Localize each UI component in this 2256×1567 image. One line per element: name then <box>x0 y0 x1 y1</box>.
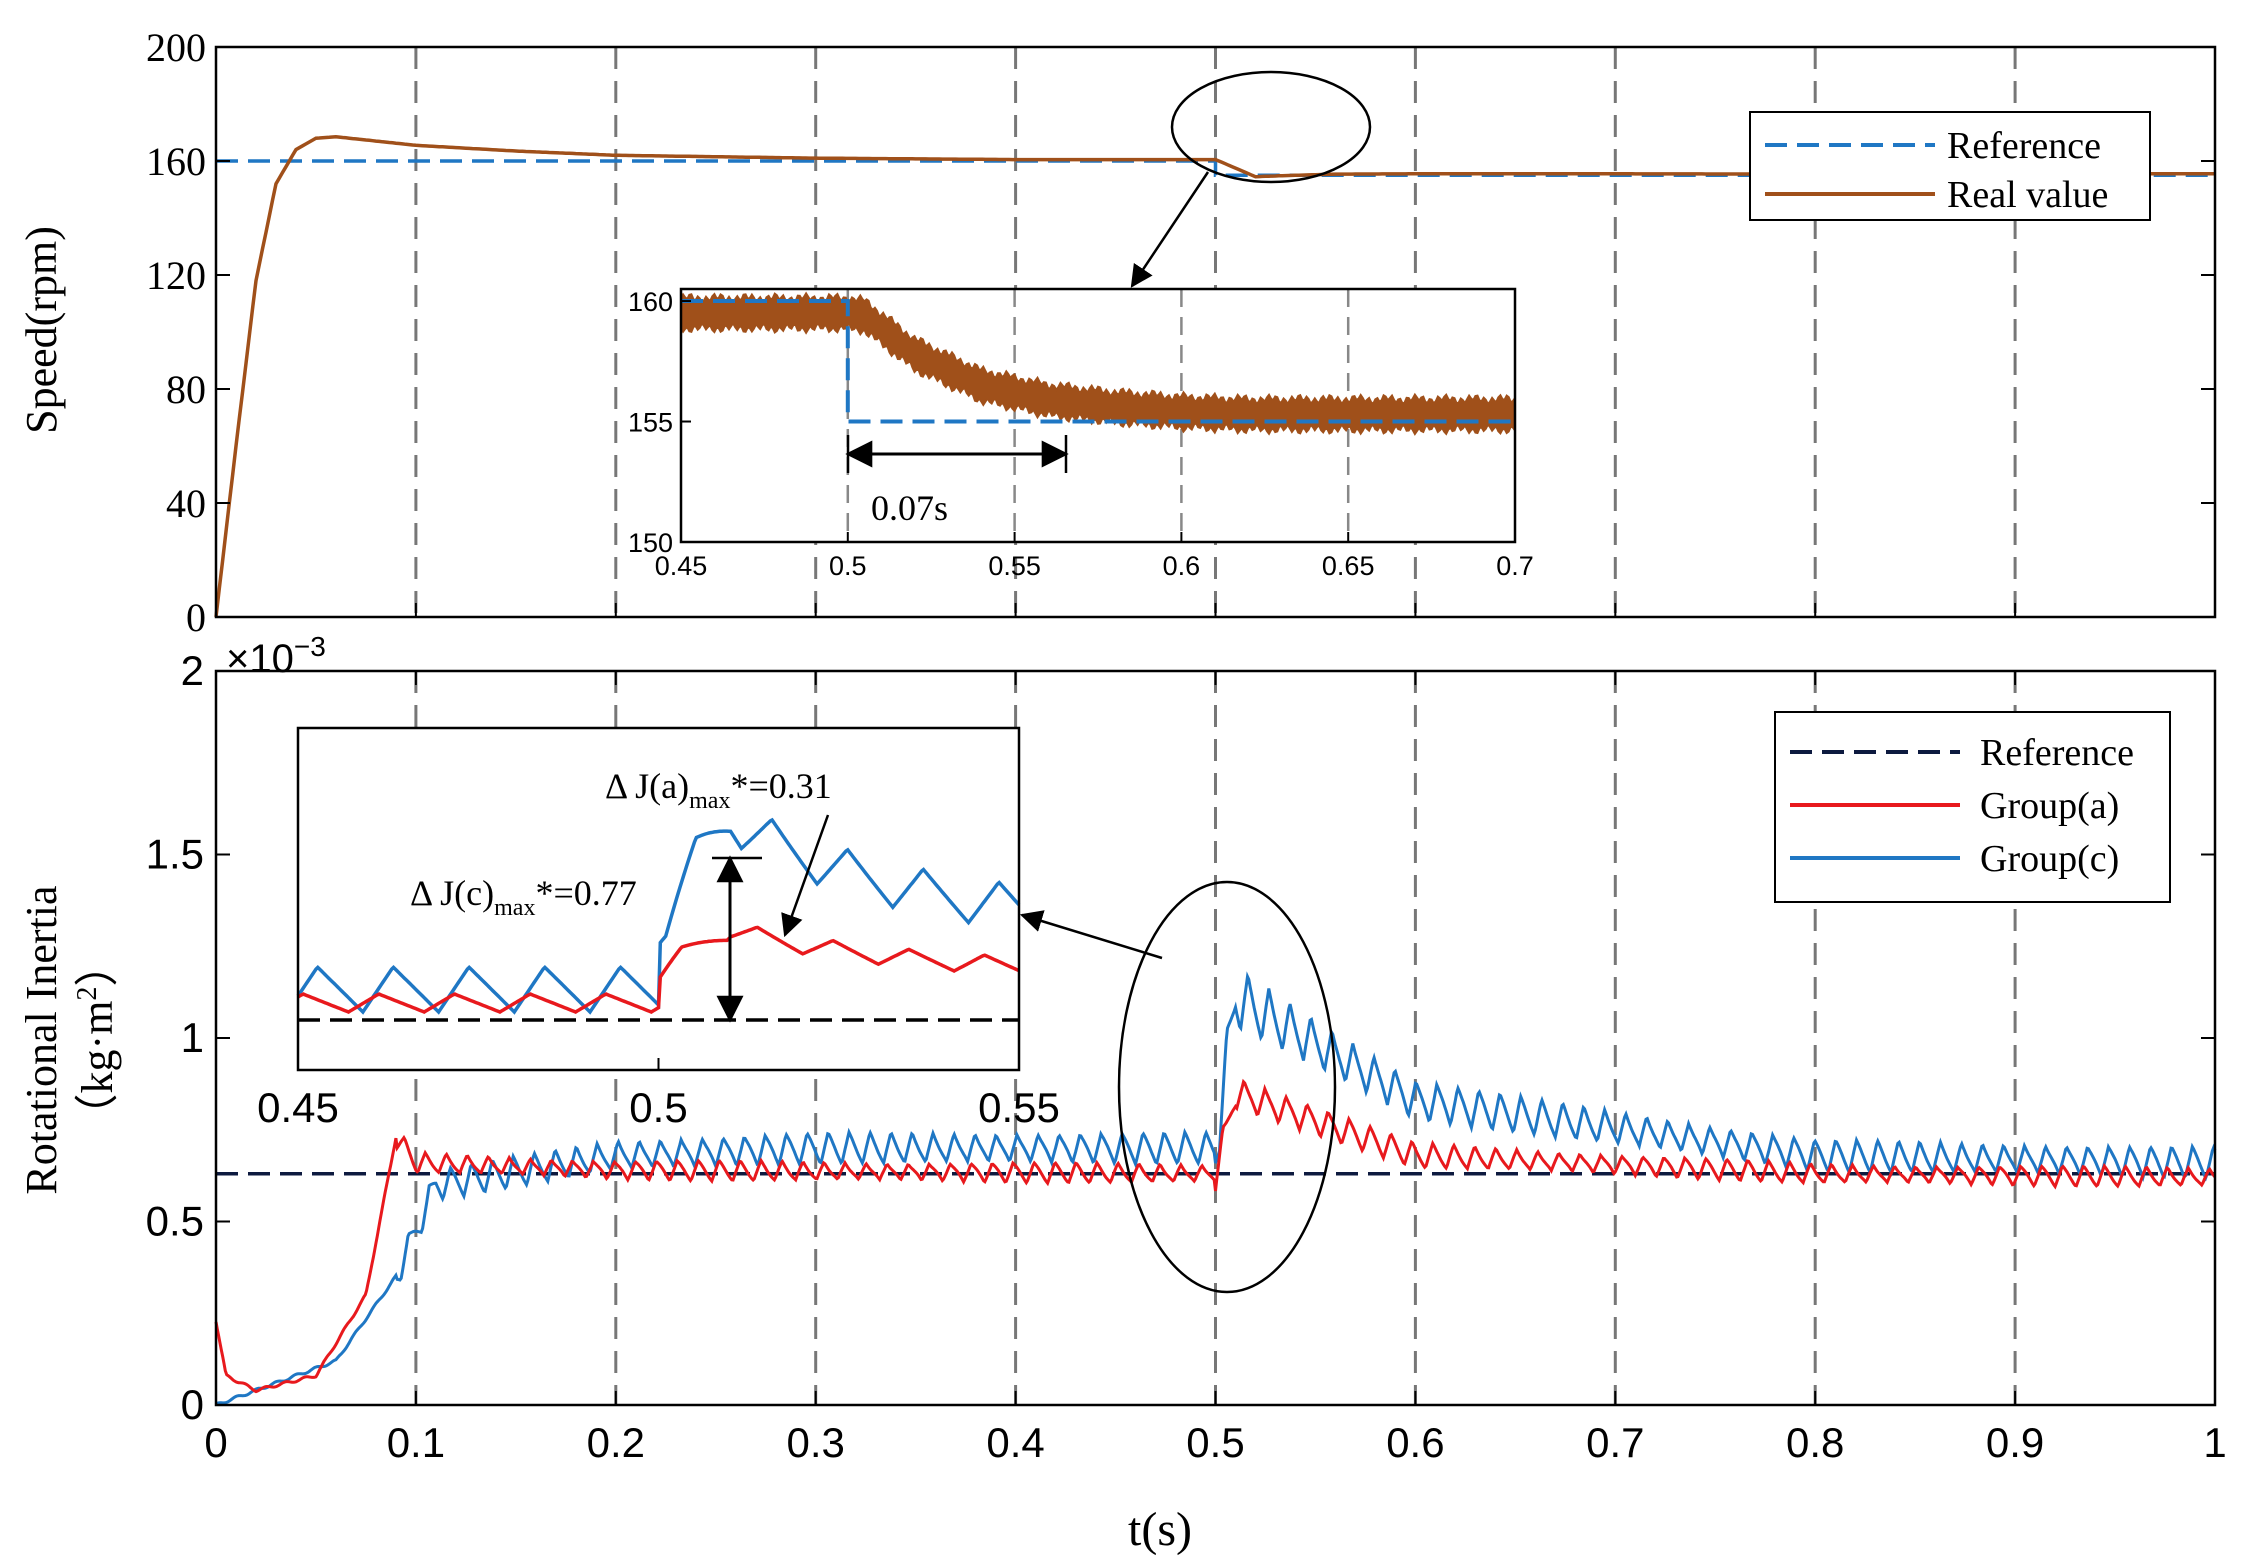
bottom-y-tick-label: 0 <box>181 1381 204 1428</box>
inertia-zoom-arrow <box>1019 910 1163 960</box>
inertia-inset-ticks: 0.45 0.5 0.55 <box>257 1058 1060 1131</box>
speed-inset-y-tick-label: 150 <box>628 528 673 558</box>
bottom-y-tick-label: 2 <box>181 647 204 694</box>
bottom-x-tick-label: 0.6 <box>1386 1419 1444 1466</box>
bottom-x-tick-label: 0.3 <box>787 1419 845 1466</box>
inertia-inset-x-tick-label: 0.45 <box>257 1084 339 1131</box>
top-y-tick-label: 40 <box>166 481 206 526</box>
speed-inset-x-tick-label: 0.5 <box>829 551 867 581</box>
speed-inset-ticks: 0.45 0.5 0.55 0.6 0.65 0.7 150 155 160 <box>628 287 1534 581</box>
top-y-tick-label: 80 <box>166 367 206 412</box>
inertia-y-label: Rotational Inertia <box>17 885 66 1194</box>
bottom-y-tick-label: 1 <box>181 1014 204 1061</box>
speed-inset-x-tick-label: 0.55 <box>988 551 1041 581</box>
speed-zoom-ellipse <box>1170 70 1372 184</box>
legend-label-group-c: Group(c) <box>1980 838 2119 880</box>
legend-label-group-a: Group(a) <box>1980 785 2119 827</box>
exponent-label: ×10−3 <box>226 631 326 681</box>
speed-inset-y-tick-label: 155 <box>628 408 673 438</box>
speed-legend-box <box>1749 111 2151 221</box>
legend-label-inertia-reference: Reference <box>1980 732 2134 774</box>
settling-time-label: 0.07s <box>871 488 948 528</box>
bottom-y-tick-label: 0.5 <box>146 1198 204 1245</box>
inertia-inset-series <box>296 817 1021 1022</box>
speed-zoom-arrow <box>1130 171 1210 288</box>
speed-panel: 0 40 80 120 160 200 Speed(rpm) Reference Real… <box>17 25 2217 640</box>
bottom-series <box>214 971 2217 1406</box>
speed-inset-frame <box>679 287 1517 544</box>
top-y-tick-label: 200 <box>146 25 206 70</box>
bottom-y-tick-label: 1.5 <box>146 831 204 878</box>
speed-inset-x-tick-label: 0.7 <box>1496 551 1534 581</box>
speed-inset-x-tick-label: 0.65 <box>1322 551 1375 581</box>
inertia-panel: 00.511.52 0 0.1 0.2 0.3 0.4 0.5 0.6 0.7 0.8 0.9 1 … <box>17 631 2227 1556</box>
inertia-y-units: （kg·m2） <box>72 943 122 1138</box>
speed-inset: 0.45 0.5 0.55 0.6 0.65 0.7 150 155 160 0.07s <box>628 287 1534 581</box>
x-axis-label: t(s) <box>1128 1503 1192 1556</box>
inertia-group-c-line <box>215 971 2217 1406</box>
speed-inset-x-tick-label: 0.6 <box>1163 551 1201 581</box>
speed-inset-y-tick-label: 160 <box>628 287 673 317</box>
bottom-x-tick-label: 0.7 <box>1586 1419 1644 1466</box>
inertia-zoom-ellipse <box>1117 880 1337 1294</box>
speed-legend: Reference Real value <box>1749 111 2151 221</box>
bottom-x-ticks: 0 0.1 0.2 0.3 0.4 0.5 0.6 0.7 0.8 0.9 1 <box>204 671 2227 1466</box>
inertia-legend: Reference Group(a) Group(c) <box>1774 711 2171 903</box>
delta-jc-label: Δ J(c)max*=0.77 <box>410 873 637 921</box>
legend-label-real-value: Real value <box>1947 174 2108 216</box>
bottom-x-tick-label: 0 <box>204 1419 227 1466</box>
delta-ja-arrow <box>781 814 830 938</box>
bottom-x-tick-label: 0.8 <box>1786 1419 1844 1466</box>
top-y-ticks: 0 40 80 120 160 200 <box>146 25 2216 640</box>
inertia-inset-x-tick-label: 0.55 <box>978 1084 1060 1131</box>
inertia-inset-group-a-line <box>297 925 1020 1014</box>
top-y-tick-label: 0 <box>186 595 206 640</box>
inertia-group-a-line <box>214 1078 2217 1394</box>
bottom-x-tick-label: 0.2 <box>587 1419 645 1466</box>
top-y-tick-label: 160 <box>146 139 206 184</box>
bottom-x-tick-label: 1 <box>2203 1419 2226 1466</box>
top-y-tick-label: 120 <box>146 253 206 298</box>
legend-label-reference: Reference <box>1947 125 2101 167</box>
speed-inset-x-tick-label: 0.45 <box>655 551 708 581</box>
bottom-x-tick-label: 0.5 <box>1186 1419 1244 1466</box>
inertia-inset-x-tick-label: 0.5 <box>629 1084 687 1131</box>
bottom-x-tick-label: 0.1 <box>387 1419 445 1466</box>
bottom-y-ticks: 0 0.5 1 1.5 2 <box>146 647 2215 1428</box>
speed-y-label: Speed(rpm) <box>17 226 66 434</box>
delta-ja-label: Δ J(a)max*=0.31 <box>605 766 832 814</box>
speed-inset-reference-line <box>681 299 1515 424</box>
bottom-x-tick-label: 0.9 <box>1986 1419 2044 1466</box>
bottom-x-tick-label: 0.4 <box>986 1419 1044 1466</box>
inertia-inset: 0.45 0.5 0.55 Δ J(a)max*=0.31 Δ J(c)max*=0… <box>257 726 1060 1131</box>
